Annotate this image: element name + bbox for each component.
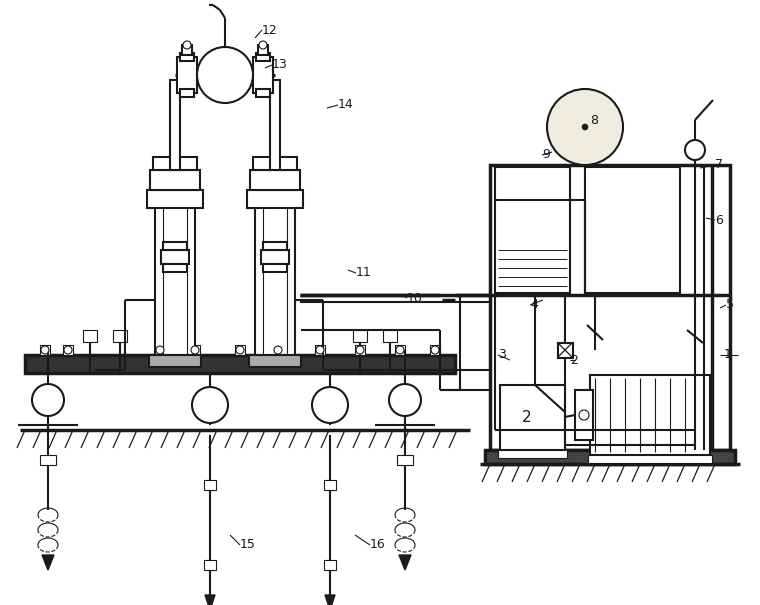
Text: 3: 3	[498, 348, 506, 362]
Bar	[588, 455, 712, 463]
Polygon shape	[399, 555, 411, 570]
Bar	[485, 450, 735, 464]
Bar	[253, 57, 273, 93]
Circle shape	[41, 346, 49, 354]
Text: 2: 2	[570, 353, 578, 367]
Bar	[397, 455, 413, 465]
Bar	[247, 190, 303, 208]
Bar	[490, 165, 730, 450]
Polygon shape	[205, 595, 215, 605]
Bar	[590, 375, 710, 455]
Bar	[383, 330, 397, 342]
Circle shape	[579, 410, 589, 420]
Bar	[256, 53, 270, 61]
Text: 14: 14	[338, 99, 353, 111]
Text: 7: 7	[715, 159, 723, 171]
Bar	[150, 170, 200, 190]
Circle shape	[312, 387, 348, 423]
Bar	[147, 190, 203, 208]
Bar	[258, 45, 268, 55]
Bar	[355, 345, 365, 355]
Bar	[324, 480, 336, 490]
Circle shape	[64, 346, 72, 354]
Bar	[253, 157, 297, 170]
Bar	[235, 345, 245, 355]
Polygon shape	[42, 555, 54, 570]
Circle shape	[431, 346, 439, 354]
Circle shape	[32, 384, 64, 416]
Bar	[495, 167, 570, 293]
Bar	[270, 80, 280, 170]
Bar	[204, 560, 216, 570]
Bar	[395, 345, 405, 355]
Bar	[170, 80, 180, 170]
Circle shape	[316, 346, 324, 354]
Circle shape	[389, 384, 421, 416]
Bar	[204, 480, 216, 490]
Circle shape	[582, 124, 588, 130]
Bar	[249, 355, 301, 367]
Circle shape	[156, 346, 164, 354]
Bar	[250, 170, 300, 190]
Circle shape	[197, 47, 253, 103]
Text: 13: 13	[272, 59, 288, 71]
Circle shape	[396, 346, 404, 354]
Bar	[585, 167, 680, 293]
Circle shape	[274, 346, 282, 354]
Bar	[255, 165, 295, 355]
Bar	[430, 345, 440, 355]
Bar	[498, 450, 567, 458]
Polygon shape	[325, 595, 335, 605]
Bar	[353, 330, 367, 342]
Circle shape	[183, 41, 191, 49]
Bar	[180, 89, 194, 97]
Bar	[500, 385, 565, 450]
Bar	[324, 560, 336, 570]
Bar	[25, 355, 455, 373]
Bar	[40, 455, 56, 465]
Bar	[263, 242, 287, 250]
Bar	[40, 345, 50, 355]
Bar	[273, 345, 283, 355]
Bar	[149, 355, 201, 367]
Text: 10: 10	[407, 292, 423, 304]
Bar	[190, 345, 200, 355]
Circle shape	[547, 89, 623, 165]
Text: 5: 5	[726, 298, 734, 312]
Bar	[575, 390, 593, 440]
Text: 4: 4	[530, 298, 538, 312]
Bar	[153, 157, 197, 170]
Bar	[155, 165, 195, 355]
Bar	[163, 264, 187, 272]
Circle shape	[259, 41, 267, 49]
Text: 1: 1	[724, 348, 732, 362]
Circle shape	[191, 346, 199, 354]
Text: 2: 2	[522, 410, 532, 425]
Circle shape	[236, 346, 244, 354]
Bar	[63, 345, 73, 355]
Bar	[113, 330, 127, 342]
Text: 15: 15	[240, 538, 256, 552]
Bar	[163, 242, 187, 250]
Circle shape	[356, 346, 364, 354]
Bar	[315, 345, 325, 355]
Bar	[558, 343, 573, 358]
Bar	[182, 45, 192, 55]
Text: 11: 11	[356, 266, 372, 280]
Text: 6: 6	[715, 214, 723, 226]
Bar	[177, 57, 197, 93]
Text: 12: 12	[262, 24, 277, 36]
Text: 16: 16	[370, 538, 386, 552]
Bar	[155, 345, 165, 355]
Circle shape	[685, 140, 705, 160]
Circle shape	[192, 387, 228, 423]
Text: 9: 9	[542, 148, 550, 162]
Bar	[263, 264, 287, 272]
Bar	[83, 330, 97, 342]
Text: 8: 8	[590, 114, 598, 126]
Bar	[256, 89, 270, 97]
Bar	[161, 250, 189, 264]
Bar	[180, 53, 194, 61]
Bar	[261, 250, 289, 264]
